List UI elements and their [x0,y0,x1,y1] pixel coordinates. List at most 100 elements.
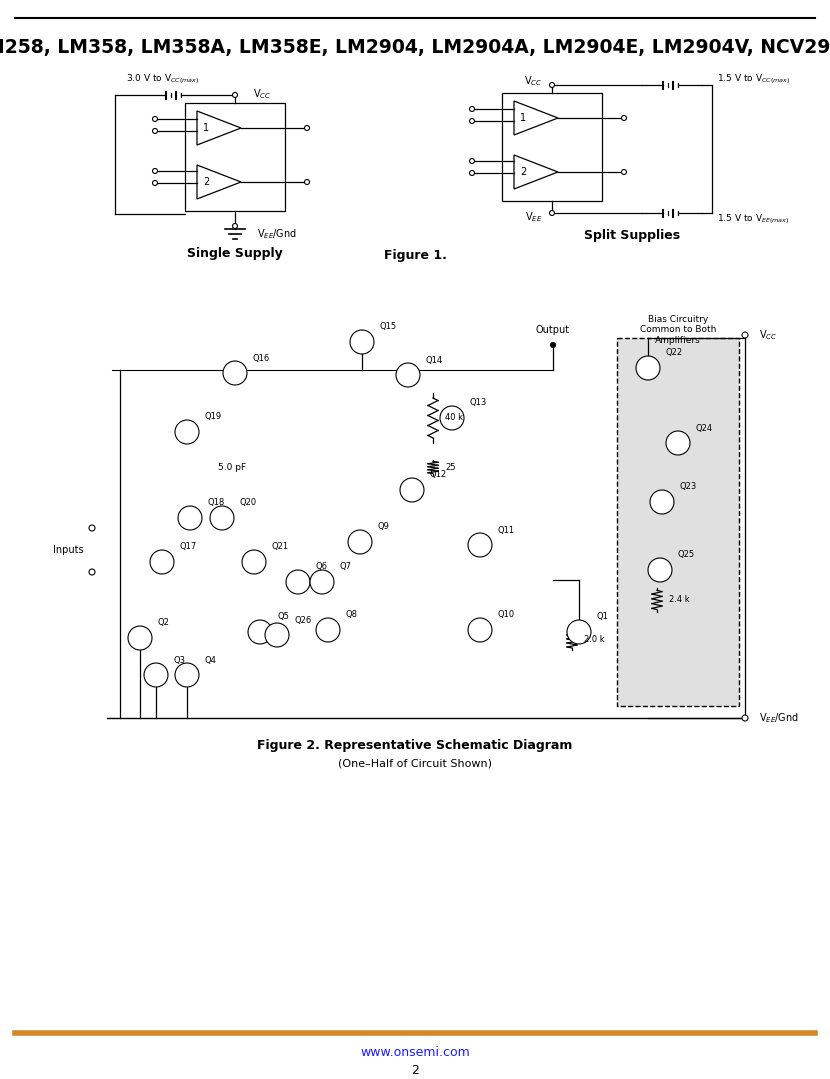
Text: Figure 1.: Figure 1. [383,249,447,262]
Text: V$_{EE}$/Gnd: V$_{EE}$/Gnd [759,711,799,725]
Circle shape [89,569,95,575]
Circle shape [470,170,475,176]
Text: Single Supply: Single Supply [187,246,283,260]
Circle shape [153,117,158,122]
Text: Q11: Q11 [497,525,514,534]
Circle shape [153,168,158,174]
Text: Q22: Q22 [665,349,682,357]
Circle shape [150,550,174,574]
Text: V$_{EE}$: V$_{EE}$ [525,210,542,224]
Circle shape [310,570,334,595]
Circle shape [648,558,672,582]
Circle shape [468,618,492,642]
Circle shape [265,623,289,647]
Text: Q2: Q2 [157,618,168,628]
Text: 2.0 k: 2.0 k [584,636,604,644]
Circle shape [468,533,492,557]
Circle shape [650,490,674,514]
Text: 3.0 V to V$_{CC(max)}$: 3.0 V to V$_{CC(max)}$ [126,72,200,86]
Text: Q12: Q12 [429,470,447,479]
Circle shape [153,180,158,186]
Text: V$_{CC}$: V$_{CC}$ [759,328,777,342]
Text: Inputs: Inputs [53,545,84,555]
Text: Q7: Q7 [339,562,351,572]
Text: Q4: Q4 [204,656,216,665]
Circle shape [666,431,690,455]
Circle shape [232,93,237,97]
Text: 2.4 k: 2.4 k [669,596,690,604]
Circle shape [470,119,475,123]
Text: 25: 25 [445,463,456,472]
Circle shape [348,530,372,554]
Circle shape [153,128,158,134]
Text: Q18: Q18 [207,498,224,507]
Circle shape [396,363,420,387]
Text: Q1: Q1 [596,613,608,622]
Text: Q8: Q8 [345,611,357,619]
Circle shape [400,478,424,502]
Circle shape [305,125,310,131]
Circle shape [550,342,555,347]
Circle shape [232,223,237,229]
Text: 1.5 V to V$_{CC(max)}$: 1.5 V to V$_{CC(max)}$ [717,72,790,86]
Circle shape [742,715,748,721]
Text: Q3: Q3 [173,656,185,665]
Text: Q26: Q26 [294,615,311,625]
Circle shape [286,570,310,595]
Text: V$_{CC}$: V$_{CC}$ [253,87,271,101]
Text: Q21: Q21 [271,543,288,551]
Circle shape [89,525,95,531]
Circle shape [549,82,554,87]
Circle shape [622,115,627,121]
Bar [617,338,739,706]
Circle shape [128,626,152,650]
Circle shape [636,356,660,380]
Circle shape [440,406,464,431]
Text: Q6: Q6 [315,562,327,572]
Text: Q17: Q17 [179,543,196,551]
Text: Q15: Q15 [379,323,396,331]
Circle shape [210,506,234,530]
Circle shape [567,620,591,644]
Text: www.onsemi.com: www.onsemi.com [360,1047,470,1060]
Text: Q9: Q9 [377,522,389,532]
Circle shape [305,179,310,185]
Text: 2: 2 [203,177,209,187]
Text: Q20: Q20 [239,498,256,507]
Text: Q10: Q10 [497,611,514,619]
Circle shape [178,506,202,530]
Text: (One–Half of Circuit Shown): (One–Half of Circuit Shown) [338,759,492,769]
Bar [502,93,602,201]
Text: Q5: Q5 [277,613,289,622]
Text: Figure 2. Representative Schematic Diagram: Figure 2. Representative Schematic Diagr… [257,739,573,752]
Circle shape [175,663,199,687]
Circle shape [248,620,272,644]
Circle shape [742,332,748,338]
Text: 5.0 pF: 5.0 pF [218,464,247,473]
Text: Q23: Q23 [679,482,696,492]
Circle shape [549,210,554,216]
Text: 1.5 V to V$_{EE(max)}$: 1.5 V to V$_{EE(max)}$ [717,213,789,226]
Text: Q24: Q24 [695,423,712,433]
Circle shape [316,618,340,642]
Circle shape [144,663,168,687]
Text: 1: 1 [520,113,526,123]
Circle shape [622,169,627,175]
Bar [185,103,285,211]
Text: Output: Output [536,325,570,334]
Text: 2: 2 [520,167,526,177]
Text: V$_{EE}$/Gnd: V$_{EE}$/Gnd [257,227,297,241]
Text: Split Supplies: Split Supplies [584,230,680,243]
Circle shape [470,107,475,111]
Text: 1: 1 [203,123,209,133]
Text: Q16: Q16 [252,354,269,363]
Circle shape [470,159,475,164]
Text: Q13: Q13 [469,398,486,408]
Text: 40 k: 40 k [445,413,463,423]
Text: Q14: Q14 [425,355,442,365]
Text: 2: 2 [411,1065,419,1078]
Text: V$_{CC}$: V$_{CC}$ [524,74,542,87]
Circle shape [175,420,199,443]
Circle shape [223,361,247,385]
Text: LM258, LM358, LM358A, LM358E, LM2904, LM2904A, LM2904E, LM2904V, NCV2904: LM258, LM358, LM358A, LM358E, LM2904, LM… [0,38,830,56]
